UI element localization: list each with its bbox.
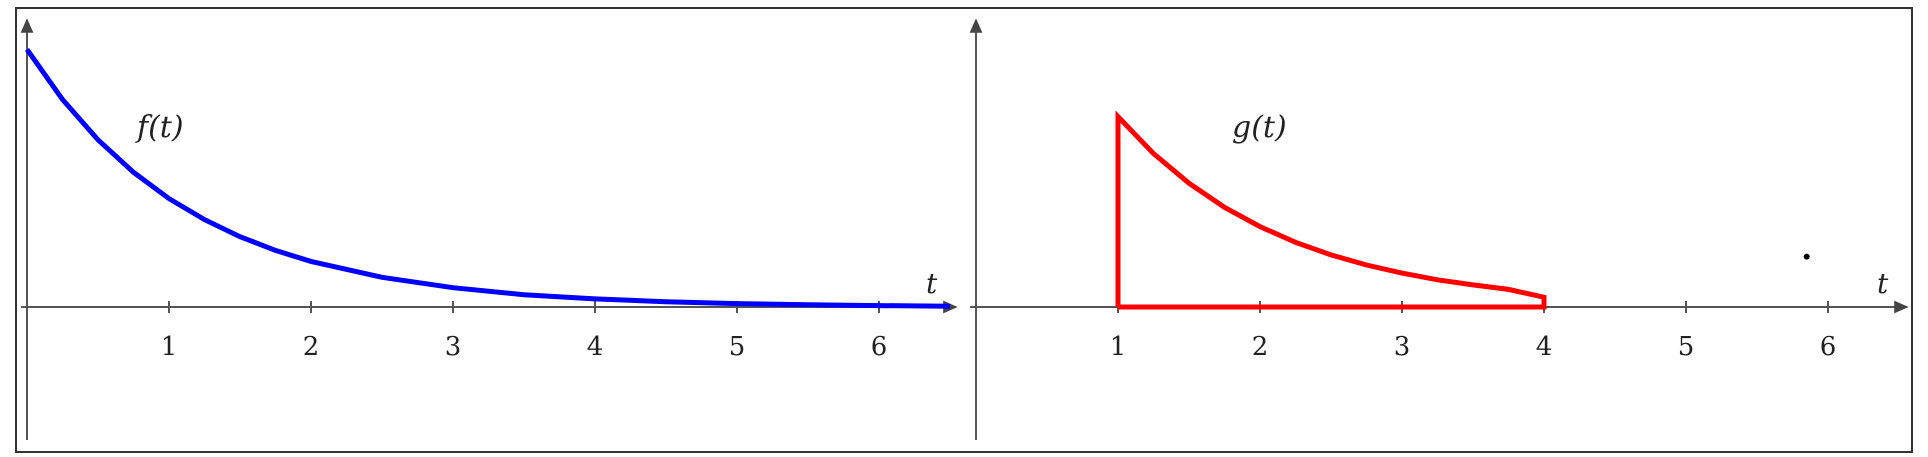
series-line-f	[24, 47, 951, 309]
x-tick-label: 4	[1536, 332, 1553, 362]
x-tick-label: 5	[1678, 332, 1695, 362]
x-tick-label: 3	[445, 332, 462, 362]
x-tick-label: 2	[303, 332, 320, 362]
x-tick-label: 1	[1110, 332, 1127, 362]
x-tick-label: 5	[729, 332, 746, 362]
chart-panel-g: 1 2 3 4 5 6 t g(t)	[969, 18, 1909, 440]
marker-point	[1803, 253, 1810, 260]
figure-frame	[15, 7, 1913, 453]
series-line-g	[1115, 110, 1547, 310]
x-tick-label: 6	[1820, 332, 1837, 362]
x-tick-label: 6	[871, 332, 888, 362]
x-tick-label: 4	[587, 332, 604, 362]
chart-panel-f: 1 2 3 4 5 6 t f(t)	[20, 18, 958, 440]
x-tick-label: 2	[1252, 332, 1269, 362]
x-tick-label: 3	[1394, 332, 1411, 362]
x-axis-label: t	[1877, 267, 1889, 300]
x-tick-label: 1	[161, 332, 178, 362]
x-axis-label: t	[926, 267, 938, 300]
function-label-f: f(t)	[135, 110, 184, 145]
function-label-g: g(t)	[1232, 110, 1287, 145]
